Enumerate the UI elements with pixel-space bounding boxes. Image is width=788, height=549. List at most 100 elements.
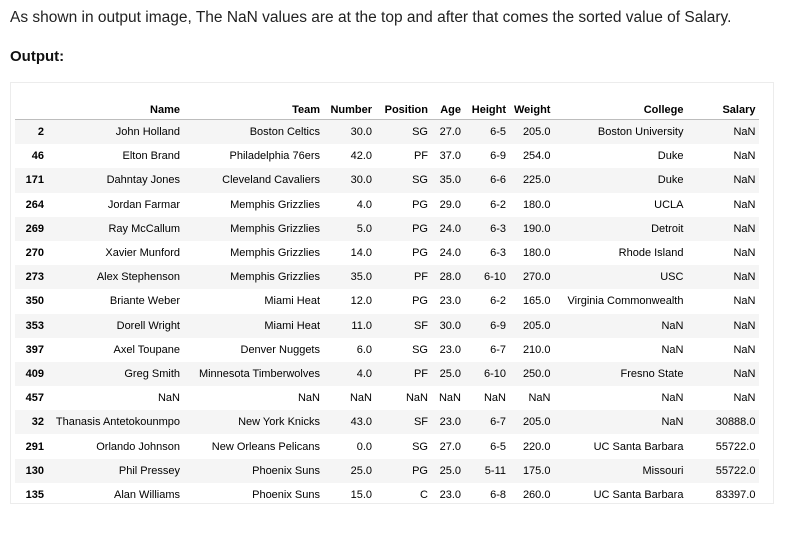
cell-weight: 225.0	[510, 168, 555, 193]
table-row: 130 Phil Pressey Phoenix Suns 25.0 PG 25.0 5-1…	[15, 458, 760, 483]
cell-salary: NaN	[687, 313, 760, 338]
cell-name: Greg Smith	[48, 361, 184, 387]
table-row: 269 Ray McCallum Memphis Grizzlies 5.0 PG 24.…	[15, 216, 760, 241]
cell-age: 37.0	[439, 150, 461, 163]
cell-salary: NaN	[733, 247, 756, 260]
table-row: 46 Elton Brand Philadelphia 76ers 42.0 PF 37.…	[15, 144, 759, 168]
cell-name: Briante Weber	[109, 295, 180, 308]
column-header-team: Team	[184, 100, 324, 120]
cell-height: 6-10	[465, 361, 510, 387]
cell-college: USC	[554, 265, 688, 290]
cell-salary: NaN	[687, 265, 760, 290]
intro-text: As shown in output image, The NaN values…	[10, 9, 732, 26]
cell-team: Memphis Grizzlies	[230, 198, 320, 211]
cell-weight: 260.0	[522, 488, 551, 501]
column-header-weight: Weight	[510, 100, 555, 120]
cell-number: 30.0	[324, 119, 376, 145]
cell-college: NaN	[661, 392, 684, 405]
cell-team: New Orleans Pelicans	[211, 440, 320, 453]
cell-number: 35.0	[324, 265, 376, 290]
cell-position: SG	[376, 168, 432, 193]
cell-college: Missouri	[554, 458, 688, 483]
cell-height: 5-11	[465, 458, 510, 483]
table-row: 273 Alex Stephenson Memphis Grizzlies 35.0 P…	[15, 265, 760, 290]
cell-college: Rhode Island	[618, 247, 684, 260]
cell-height: 6-5	[465, 119, 510, 145]
table-row: 457 NaN NaN NaN NaN NaN NaN NaN NaN NaN	[15, 386, 759, 410]
cell-number: 42.0	[350, 150, 372, 163]
cell-college: Duke	[554, 168, 688, 193]
cell-college: Duke	[657, 150, 684, 163]
cell-number: 11.0	[324, 313, 376, 338]
cell-weight: 205.0	[510, 410, 555, 435]
cell-height: 6-3	[465, 216, 510, 241]
row-index: 264	[25, 198, 44, 211]
cell-age: 30.0	[432, 313, 465, 338]
cell-team: Miami Heat	[264, 295, 320, 308]
table-row: 135 Alan Williams Phoenix Suns 15.0 C 23.0 6-8…	[15, 483, 759, 503]
salary-dataframe: Name Team Number Position Age Height Weight Col…	[15, 100, 760, 504]
column-header-number: Number	[324, 100, 376, 120]
row-index: 270	[25, 247, 44, 260]
cell-salary: NaN	[733, 150, 756, 163]
cell-name: Elton Brand	[122, 150, 180, 163]
cell-salary: 30888.0	[687, 410, 760, 435]
cell-name: John Holland	[48, 119, 184, 145]
row-index: 171	[15, 168, 48, 193]
cell-height: 6-2	[490, 198, 506, 211]
cell-team: Phoenix Suns	[252, 488, 320, 501]
cell-name: Thanasis Antetokounmpo	[48, 410, 184, 435]
cell-number: 4.0	[356, 198, 372, 211]
cell-number: 30.0	[324, 168, 376, 193]
cell-team: Memphis Grizzlies	[184, 265, 324, 290]
cell-height: 6-9	[490, 150, 506, 163]
cell-team: Phoenix Suns	[184, 458, 324, 483]
index-header	[15, 100, 48, 120]
cell-height: 6-7	[490, 343, 506, 356]
cell-height: 6-6	[465, 168, 510, 193]
cell-position: PG	[412, 247, 428, 260]
table-body: 2 John Holland Boston Celtics 30.0 SG 27.0 6-5…	[15, 119, 760, 504]
cell-age: 23.0	[439, 343, 461, 356]
cell-name: Axel Toupane	[113, 343, 180, 356]
cell-height: 6-5	[490, 440, 506, 453]
cell-position: SG	[376, 119, 432, 145]
cell-weight: 210.0	[522, 343, 551, 356]
cell-salary: NaN	[687, 216, 760, 241]
cell-age: 35.0	[432, 168, 465, 193]
cell-number: 0.0	[356, 440, 372, 453]
row-index: 130	[15, 458, 48, 483]
row-index: 457	[25, 392, 44, 405]
cell-age: 24.0	[432, 216, 465, 241]
cell-age: 27.0	[439, 440, 461, 453]
cell-team: Philadelphia 76ers	[229, 150, 320, 163]
cell-age: 23.0	[432, 410, 465, 435]
cell-weight: 165.0	[522, 295, 551, 308]
cell-number: 25.0	[324, 458, 376, 483]
cell-number: 5.0	[324, 216, 376, 241]
cell-team: Memphis Grizzlies	[184, 216, 324, 241]
row-index: 291	[25, 440, 44, 453]
cell-height: 6-8	[490, 488, 506, 501]
cell-name: Alex Stephenson	[48, 265, 184, 290]
cell-age: 23.0	[439, 295, 461, 308]
cell-age: 27.0	[432, 119, 465, 145]
cell-salary: NaN	[687, 168, 760, 193]
cell-team: Miami Heat	[184, 313, 324, 338]
cell-name: Orlando Johnson	[96, 440, 180, 453]
column-header-college: College	[554, 100, 688, 120]
cell-salary: NaN	[733, 392, 756, 405]
row-index: 397	[25, 343, 44, 356]
cell-position: PG	[376, 216, 432, 241]
cell-number: 6.0	[356, 343, 372, 356]
cell-salary: NaN	[687, 119, 760, 145]
cell-number: 14.0	[350, 247, 372, 260]
row-index: 2	[15, 119, 48, 145]
table-row: 270 Xavier Munford Memphis Grizzlies 14.0 PG…	[15, 241, 759, 265]
cell-college: Fresno State	[554, 361, 688, 387]
output-image-frame: Name Team Number Position Age Height Weight Col…	[10, 82, 774, 504]
cell-age: 23.0	[439, 488, 461, 501]
table-row: 397 Axel Toupane Denver Nuggets 6.0 SG 23.0 6-…	[15, 338, 759, 362]
table-row: 291 Orlando Johnson New Orleans Pelicans 0.…	[15, 434, 759, 458]
cell-weight: 180.0	[522, 198, 551, 211]
